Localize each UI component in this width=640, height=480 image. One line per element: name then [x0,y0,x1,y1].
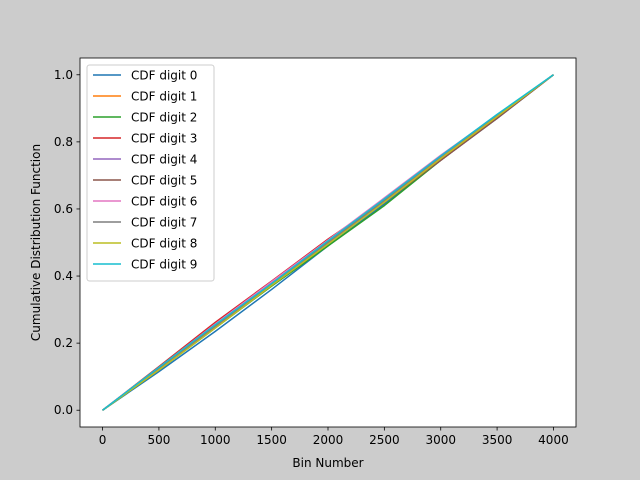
legend-label-digit-4: CDF digit 4 [131,153,197,167]
legend-label-digit-5: CDF digit 5 [131,174,197,188]
legend-label-digit-1: CDF digit 1 [131,90,197,104]
legend-label-digit-6: CDF digit 6 [131,195,197,209]
legend-label-digit-7: CDF digit 7 [131,216,197,230]
x-tick-label: 1000 [200,433,231,447]
y-tick-label: 0.0 [54,403,73,417]
x-tick-label: 3500 [482,433,513,447]
series-layer [102,74,554,411]
legend-box [86,64,215,282]
legend: CDF digit 0 CDF digit 1 CDF digit 2 CDF dig… [86,64,215,282]
x-tick-label: 2000 [313,433,344,447]
legend-label-digit-0: CDF digit 0 [131,69,197,83]
x-tick-label: 0 [99,433,107,447]
legend-label-digit-8: CDF digit 8 [131,237,197,251]
x-tick-label: 4000 [538,433,569,447]
series-line-digit-8 [102,74,554,411]
y-tick-label: 1.0 [54,68,73,82]
x-axis-label: Bin Number [292,456,363,470]
x-tick-label: 1500 [256,433,287,447]
y-tick-label: 0.6 [54,202,73,216]
legend-label-digit-3: CDF digit 3 [131,132,197,146]
x-ticks: 0 500 1000 1500 2000 2500 3000 3500 4000 [99,427,569,447]
y-axis-label: Cumulative Distribution Function [29,144,43,341]
y-tick-label: 0.8 [54,135,73,149]
y-ticks: 0.0 0.2 0.4 0.6 0.8 1.0 [54,68,80,417]
legend-label-digit-9: CDF digit 9 [131,258,197,272]
x-tick-label: 500 [147,433,170,447]
x-tick-label: 3000 [425,433,456,447]
series-line-digit-9 [102,74,554,411]
legend-label-digit-2: CDF digit 2 [131,111,197,125]
y-tick-label: 0.2 [54,336,73,350]
x-tick-label: 2500 [369,433,400,447]
y-tick-label: 0.4 [54,269,73,283]
